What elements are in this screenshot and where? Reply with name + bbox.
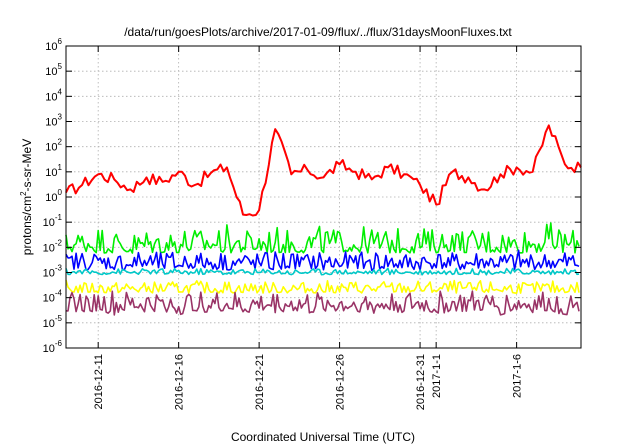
y-tick-label: 106 [45,37,62,53]
x-tick-label: 2016-12-16 [174,354,186,410]
y-tick-label: 10-2 [43,238,63,254]
y-tick-label: 100 [45,188,62,204]
y-tick-label-base: 10 [43,293,55,305]
y-axis-label-rest: -s-sr-MeV [20,139,34,192]
y-tick-label: 102 [45,138,62,154]
y-tick-label-exponent: 4 [58,87,63,96]
y-tick-label-exponent: -1 [55,213,63,222]
y-tick-label: 10-3 [43,264,63,280]
axis-ticks: 10-610-510-410-310-210-11001011021031041… [43,37,581,410]
y-tick-label-base: 10 [45,167,57,179]
y-tick-label-base: 10 [45,117,57,129]
y-tick-label-exponent: -6 [55,339,63,348]
y-tick-label: 105 [45,62,62,78]
y-tick-label-exponent: -4 [55,289,63,298]
y-tick-label-base: 10 [45,66,57,78]
y-tick-label-base: 10 [43,268,55,280]
y-tick-label-base: 10 [43,217,55,229]
grid [66,45,581,349]
y-tick-label: 103 [45,113,62,129]
x-tick-label: 2016-12-11 [93,354,105,409]
y-tick-label-exponent: 1 [58,163,63,172]
y-tick-label-exponent: -2 [55,238,63,247]
y-tick-label-exponent: 0 [58,188,63,197]
y-tick-label-exponent: -3 [55,264,63,273]
y-axis-label-main: protons/cm [20,196,34,255]
chart-title: /data/run/goesPlots/archive/2017-01-09/f… [124,25,512,39]
y-tick-label: 10-4 [43,289,63,305]
y-tick-label-base: 10 [43,242,55,254]
y-tick-label-base: 10 [45,91,57,103]
series-line-0 [65,124,582,217]
y-tick-label: 10-5 [43,314,63,330]
x-tick-label: 2016-12-31 [415,354,427,410]
y-tick-label-exponent: 2 [58,138,63,147]
series-line-4 [65,279,580,294]
series-line-3 [65,267,580,276]
y-tick-label-exponent: 5 [58,62,63,71]
y-tick-label-base: 10 [43,318,55,330]
y-tick-label: 10-1 [43,213,63,229]
y-axis-label-superscript: 2 [19,191,28,196]
y-tick-label: 101 [45,163,62,179]
x-tick-label: 2017-1-1 [431,354,443,398]
series-layer [65,124,582,316]
y-tick-label-exponent: -5 [55,314,63,323]
y-tick-label-base: 10 [43,343,55,355]
x-tick-label: 2016-12-21 [254,354,266,410]
y-tick-label-base: 10 [45,192,57,204]
series-line-2 [65,249,580,271]
series-line-1 [65,222,580,254]
y-axis-label: protons/cm2-s-sr-MeV [19,139,34,255]
x-tick-label: 2017-1-6 [512,354,524,398]
y-tick-label-base: 10 [45,142,57,154]
series-line-5 [65,290,580,316]
x-axis-label: Coordinated Universal Time (UTC) [231,430,415,444]
x-tick-label: 2016-12-26 [335,354,347,410]
y-tick-label: 10-6 [43,339,63,355]
y-tick-label-exponent: 3 [58,113,63,122]
y-tick-label: 104 [45,87,62,103]
y-tick-label-exponent: 6 [58,37,63,46]
y-tick-label-base: 10 [45,41,57,53]
